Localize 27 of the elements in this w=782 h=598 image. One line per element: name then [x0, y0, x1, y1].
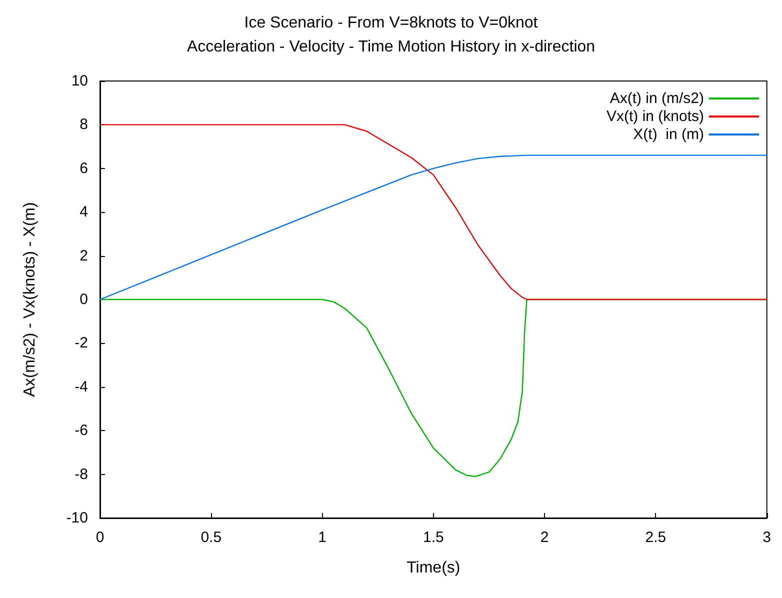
y-tick-label: -10: [66, 510, 88, 526]
y-tick-label: 8: [80, 116, 88, 134]
y-tick-label: -8: [74, 466, 88, 483]
x-tick-label: 1.5: [422, 529, 444, 546]
x-tick-label: 0.5: [200, 529, 222, 546]
legend-label: X(t) in (m): [633, 126, 704, 143]
x-tick-label: 2: [540, 529, 549, 546]
y-tick-label: 6: [80, 160, 88, 177]
line-series: [99, 154, 768, 300]
x-tick-label: 0: [96, 529, 104, 546]
y-tick-label: 4: [80, 204, 88, 221]
x-tick-label: 2.5: [645, 529, 666, 546]
chart-subtitle: Acceleration - Velocity - Time Motion History in x-direction: [186, 38, 596, 56]
y-axis-title: Ax(m/s2) - Vx(knots) - X(m): [22, 202, 38, 397]
legend-label: Ax(t) in (m/s2): [610, 90, 704, 107]
legend-label: Vx(t) in (knots): [606, 108, 704, 125]
x-tick-label: 3: [762, 529, 771, 546]
chart-title: Ice Scenario - From V=8knots to V=0knot: [244, 14, 538, 32]
y-tick-label: 0: [80, 291, 88, 308]
y-tick-label: -2: [74, 334, 88, 352]
x-axis-title: Time(s): [406, 560, 460, 576]
y-tick-label: 2: [80, 247, 88, 264]
x-tick-label: 1: [318, 529, 326, 546]
line-series: [99, 124, 768, 300]
y-tick-label: -4: [74, 378, 88, 396]
y-tick-label: -6: [74, 422, 88, 440]
y-tick-label: 10: [71, 72, 88, 90]
